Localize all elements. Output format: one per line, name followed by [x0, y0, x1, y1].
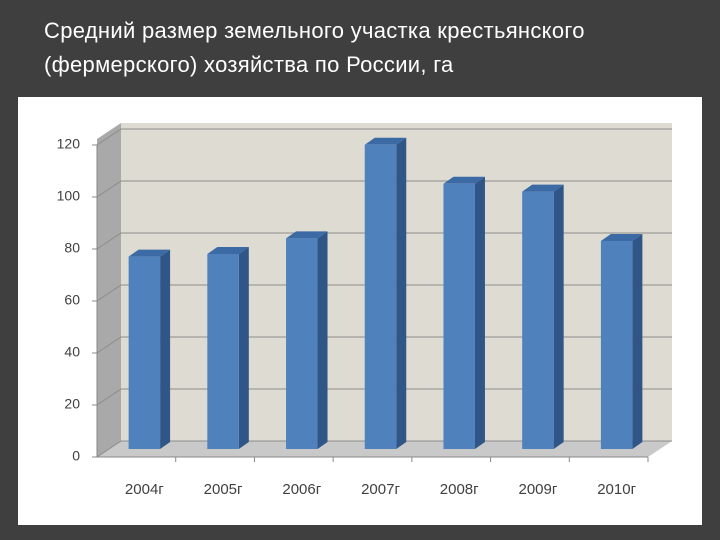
- bar-top: [522, 184, 564, 192]
- bar-top: [364, 137, 407, 145]
- x-tick-label: 2006г: [282, 481, 321, 498]
- bar-side: [160, 249, 171, 449]
- bar-top: [207, 247, 249, 254]
- bar-top: [286, 231, 328, 239]
- bar: [600, 241, 633, 449]
- bar-top: [600, 234, 643, 241]
- bar: [286, 238, 318, 449]
- grid-line: [96, 336, 672, 354]
- grid-line: [96, 284, 672, 302]
- bar-side: [474, 176, 485, 450]
- bar: [364, 144, 397, 450]
- y-tick-label: 60: [64, 292, 80, 308]
- grid-line: [96, 180, 672, 198]
- bar: [522, 191, 554, 449]
- y-tick-label: 120: [57, 136, 81, 152]
- y-tick-label: 100: [57, 188, 81, 204]
- bar-side: [632, 234, 643, 449]
- x-tick-label: 2004г: [125, 481, 164, 498]
- bar-top: [128, 249, 171, 257]
- x-tick-label: 2010г: [597, 481, 636, 498]
- left-wall: [97, 123, 121, 457]
- x-tick-label: 2007г: [361, 481, 400, 498]
- bar-side: [238, 247, 249, 449]
- x-tick-label: 2009г: [519, 481, 558, 498]
- y-tick-label: 20: [64, 396, 80, 412]
- bar-top: [443, 176, 485, 184]
- bar-side: [553, 184, 564, 449]
- grid-line: [96, 232, 672, 250]
- x-tick-label: 2008г: [440, 481, 479, 498]
- bar: [443, 183, 475, 450]
- y-tick-label: 0: [72, 448, 80, 464]
- bar-side: [317, 231, 328, 449]
- grid-line: [96, 128, 672, 146]
- bar: [128, 256, 161, 449]
- bar: [207, 254, 239, 449]
- bar-side: [396, 137, 407, 450]
- grid-line: [96, 440, 672, 458]
- y-tick-label: 40: [64, 344, 80, 360]
- y-tick-label: 80: [64, 240, 80, 256]
- grid-line: [96, 388, 672, 406]
- x-tick-label: 2005г: [204, 481, 243, 498]
- slide-title: Средний размер земельного участка кресть…: [44, 18, 585, 77]
